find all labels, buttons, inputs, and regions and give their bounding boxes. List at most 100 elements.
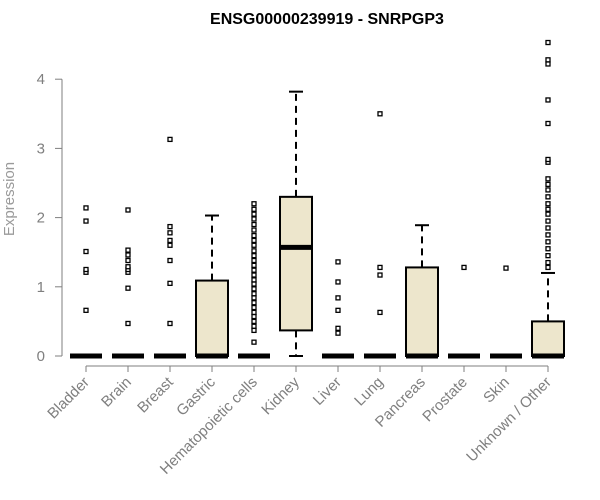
outlier-point (167, 136, 173, 143)
outlier-point (545, 181, 551, 188)
y-tick-label: 0 (37, 348, 45, 365)
x-tick-label: Breast (134, 373, 177, 416)
outlier-point (125, 252, 131, 258)
outlier-point (251, 318, 257, 325)
box-body (195, 279, 229, 357)
box-body (531, 320, 565, 357)
outlier-point (251, 211, 257, 217)
outlier-point (251, 272, 257, 278)
outlier-point (545, 259, 551, 266)
y-tick-label: 4 (37, 71, 45, 88)
outlier-point (545, 201, 551, 207)
outlier-point (125, 247, 131, 253)
outlier-point (335, 307, 341, 313)
outlier-point (251, 206, 257, 212)
box-body (405, 266, 439, 358)
outlier-point (335, 279, 341, 285)
outlier-point (251, 242, 257, 248)
outlier-point (251, 281, 257, 287)
outlier-point (83, 307, 89, 313)
outlier-point (335, 295, 341, 301)
x-tick-label: Lung (351, 374, 387, 410)
outlier-point (251, 216, 257, 222)
outlier-point (251, 253, 257, 259)
outlier-point (377, 111, 383, 117)
outlier-point (545, 97, 551, 103)
outlier-point (125, 320, 131, 327)
outlier-point (335, 259, 341, 265)
outlier-point (251, 313, 257, 320)
outlier-point (545, 176, 551, 182)
outlier-point (251, 237, 257, 244)
outlier-point (251, 277, 257, 283)
x-tick-label: Liver (310, 374, 345, 409)
y-tick-label: 1 (37, 279, 45, 296)
outlier-point (545, 57, 551, 63)
outlier-point (545, 264, 551, 271)
outlier-point (125, 264, 131, 270)
outlier-point (83, 266, 89, 273)
outlier-point (251, 201, 257, 207)
outlier-point (83, 248, 89, 255)
outlier-point (83, 205, 89, 211)
outlier-point (251, 248, 257, 254)
y-axis-label: Expression (1, 162, 18, 236)
outlier-point (251, 262, 257, 268)
y-tick-label: 3 (37, 140, 45, 157)
outlier-point (125, 285, 131, 291)
outlier-point (125, 257, 131, 264)
outlier-point (251, 227, 257, 233)
outlier-point (251, 327, 257, 334)
outlier-point (167, 257, 173, 264)
outlier-point (545, 218, 551, 224)
outlier-point (251, 309, 257, 316)
outlier-point (545, 61, 551, 67)
outlier-point (251, 221, 257, 228)
outlier-point (377, 264, 383, 271)
outlier-point (545, 194, 551, 200)
outlier-point (167, 223, 173, 230)
outlier-point (545, 225, 551, 231)
outlier-point (503, 265, 509, 271)
outlier-point (545, 211, 551, 217)
outlier-point (545, 39, 551, 46)
outlier-point (377, 309, 383, 316)
outlier-point (167, 320, 173, 327)
outlier-point (251, 232, 257, 239)
outlier-point (167, 230, 173, 236)
x-tick-label: Skin (480, 374, 513, 407)
outlier-point (167, 242, 173, 248)
chart-title: ENSG00000239919 - SNRPGP3 (210, 11, 444, 28)
outlier-point (377, 272, 383, 278)
outlier-point (545, 120, 551, 127)
x-tick-label: Brain (98, 374, 135, 411)
outlier-point (167, 280, 173, 286)
outlier-point (83, 218, 89, 224)
outlier-point (545, 156, 551, 163)
outlier-point (251, 291, 257, 297)
outlier-point (545, 253, 551, 259)
outlier-point (251, 267, 257, 273)
outlier-point (251, 304, 257, 311)
x-tick-label: Kidney (258, 373, 303, 418)
outlier-point (545, 206, 551, 212)
outlier-point (545, 246, 551, 252)
outlier-point (251, 339, 257, 345)
outlier-point (251, 295, 257, 301)
outlier-point (545, 239, 551, 245)
outlier-point (251, 300, 257, 306)
outlier-point (545, 232, 551, 238)
outlier-point (545, 187, 551, 193)
y-tick-label: 2 (37, 210, 45, 227)
outlier-point (125, 207, 131, 213)
outlier-point (251, 257, 257, 264)
outlier-point (335, 330, 341, 336)
outlier-point (167, 237, 173, 244)
box-body (279, 195, 313, 332)
outlier-point (335, 325, 341, 331)
outlier-point (461, 264, 467, 271)
x-tick-label: Prostate (419, 374, 471, 426)
